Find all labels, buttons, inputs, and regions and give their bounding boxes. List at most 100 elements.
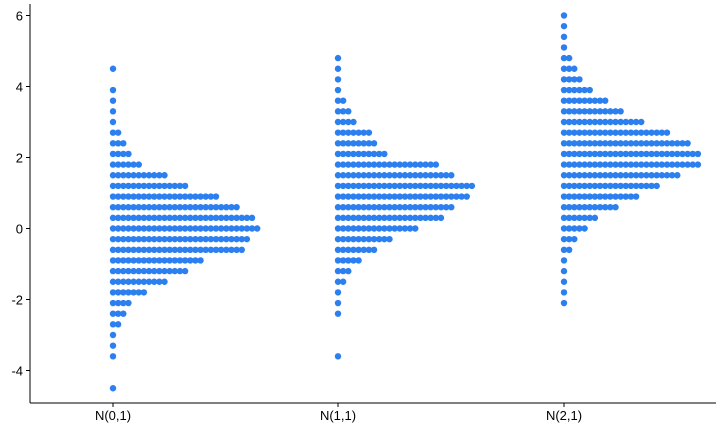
- data-dot: [565, 204, 573, 211]
- data-dot: [565, 97, 573, 104]
- data-dot: [355, 246, 362, 253]
- y-tick-label: 0: [16, 222, 23, 237]
- data-dot: [607, 129, 614, 136]
- data-dot: [334, 172, 342, 179]
- data-dot: [334, 86, 342, 94]
- data-dot: [125, 257, 132, 264]
- data-dot: [130, 246, 137, 253]
- data-dot: [334, 353, 342, 360]
- data-dot: [135, 235, 142, 243]
- data-dot: [238, 246, 245, 253]
- data-dot: [442, 172, 450, 179]
- data-dot: [350, 257, 357, 264]
- data-dot: [345, 140, 352, 147]
- data-dot: [109, 278, 117, 285]
- data-dot: [238, 214, 245, 222]
- data-dot: [109, 86, 117, 94]
- data-dot: [181, 193, 189, 200]
- data-dot: [212, 214, 220, 222]
- data-dot: [254, 225, 261, 232]
- data-dot: [334, 278, 342, 285]
- data-dot: [381, 193, 388, 200]
- data-dot: [560, 108, 568, 115]
- data-dot: [560, 86, 568, 94]
- data-dot: [151, 214, 158, 222]
- data-dot: [125, 235, 132, 243]
- data-dot: [417, 214, 424, 222]
- data-dot: [422, 172, 429, 179]
- data-dot: [114, 129, 122, 136]
- data-dot: [560, 193, 568, 200]
- data-dot: [345, 150, 352, 158]
- data-dot: [596, 118, 604, 126]
- data-dot: [427, 214, 434, 222]
- data-dot: [581, 97, 588, 104]
- data-dot: [350, 214, 357, 222]
- data-dot: [448, 182, 455, 190]
- data-dot: [581, 193, 588, 200]
- data-dot: [376, 214, 383, 222]
- data-dot: [565, 225, 573, 232]
- data-dot: [140, 172, 148, 179]
- data-dot: [560, 204, 568, 211]
- data-dot: [576, 97, 583, 104]
- data-dot: [591, 150, 599, 158]
- data-dot: [617, 172, 624, 179]
- data-dot: [591, 161, 599, 168]
- data-dot: [156, 204, 163, 211]
- x-tick-label: N(2,1): [546, 408, 582, 423]
- data-dot: [586, 108, 593, 115]
- data-dot: [140, 225, 148, 232]
- data-dot: [627, 118, 635, 126]
- data-dot: [596, 97, 604, 104]
- data-dot: [114, 289, 122, 296]
- data-dot: [576, 161, 583, 168]
- data-dot: [396, 193, 403, 200]
- data-dot: [565, 118, 573, 126]
- data-dot: [596, 204, 604, 211]
- data-dot: [166, 204, 173, 211]
- data-dot: [663, 150, 671, 158]
- data-dot: [560, 235, 568, 243]
- data-dot: [171, 214, 178, 222]
- data-dot: [571, 108, 578, 115]
- data-dot: [151, 172, 158, 179]
- data-dot: [576, 182, 583, 190]
- data-dot: [166, 267, 173, 275]
- data-dot: [653, 150, 660, 158]
- data-dot: [187, 193, 194, 200]
- data-dot: [176, 182, 184, 190]
- data-dot: [458, 182, 465, 190]
- data-dot: [586, 97, 593, 104]
- data-dot: [694, 150, 702, 158]
- data-dot: [417, 161, 424, 168]
- data-dot: [334, 150, 342, 158]
- data-dot: [350, 204, 357, 211]
- data-dot: [248, 214, 256, 222]
- data-dot: [360, 172, 367, 179]
- data-dot: [355, 257, 362, 264]
- data-dot: [571, 76, 578, 83]
- data-dot: [437, 172, 445, 179]
- data-dot: [658, 150, 666, 158]
- data-dot: [120, 278, 127, 285]
- data-dot: [181, 214, 189, 222]
- data-dot: [130, 257, 137, 264]
- data-dot: [622, 140, 629, 147]
- data-dot: [151, 267, 158, 275]
- data-dot: [565, 76, 573, 83]
- data-dot: [334, 235, 342, 243]
- data-dot: [401, 193, 409, 200]
- data-dot: [381, 161, 388, 168]
- data-dot: [207, 225, 215, 232]
- data-dot: [207, 246, 215, 253]
- data-dot: [243, 214, 251, 222]
- data-dot: [586, 118, 593, 126]
- data-dot: [571, 86, 578, 94]
- data-dot: [355, 193, 362, 200]
- data-dot: [638, 118, 645, 126]
- data-dot: [228, 246, 235, 253]
- data-dot: [109, 108, 117, 115]
- data-dot: [339, 150, 347, 158]
- data-dot: [176, 225, 184, 232]
